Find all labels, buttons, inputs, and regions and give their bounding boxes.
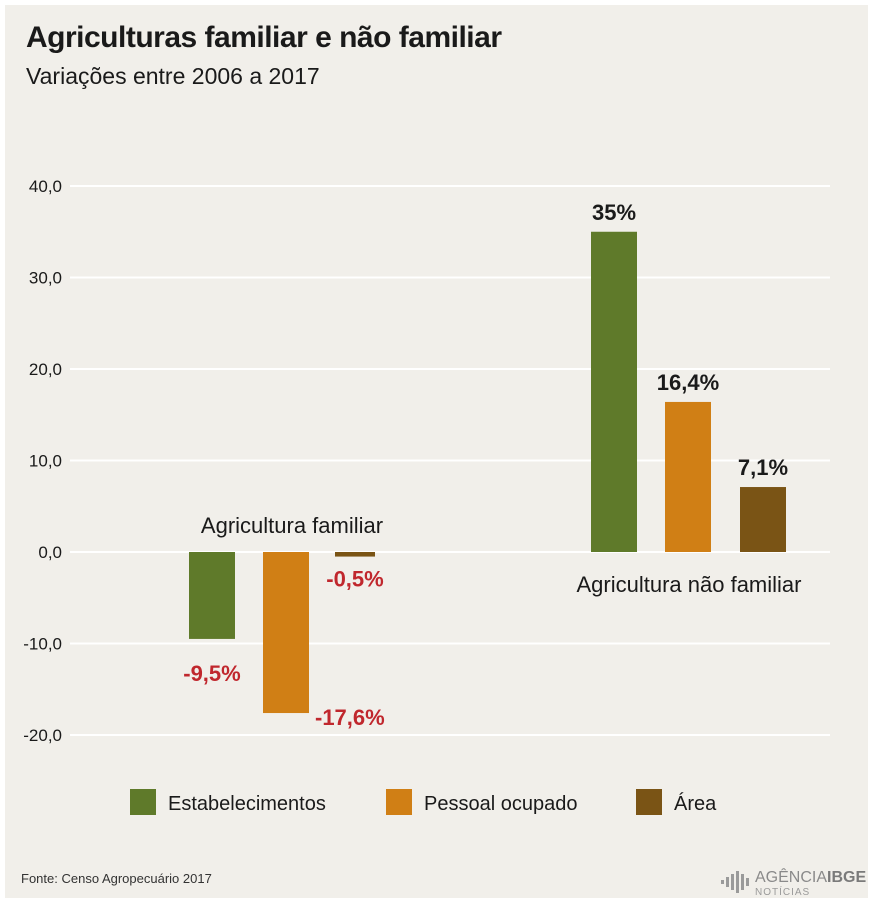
y-tick-label: 0,0: [38, 543, 62, 562]
bar: [263, 552, 309, 714]
chart-title: Agriculturas familiar e não familiar: [26, 21, 502, 54]
bar: [189, 552, 235, 639]
legend: Estabelecimentos Pessoal ocupado Área: [130, 789, 717, 815]
legend-swatch: [130, 789, 156, 815]
source-note: Fonte: Censo Agropecuário 2017: [21, 871, 212, 886]
ibge-bars-icon: [721, 871, 749, 893]
agencia-ibge-logo: AGÊNCIAIBGE NOTÍCIAS: [721, 867, 871, 901]
y-tick-label: 40,0: [29, 177, 62, 196]
data-label: -17,6%: [315, 705, 385, 730]
grid-lines: [70, 185, 830, 736]
bar: [665, 401, 711, 552]
data-label: 16,4%: [657, 370, 719, 395]
legend-swatch: [386, 789, 412, 815]
chart-panel: Agriculturas familiar e não familiar Var…: [5, 5, 868, 898]
data-label: -9,5%: [183, 661, 240, 686]
bars: [189, 231, 786, 714]
y-tick-label: -20,0: [23, 726, 62, 745]
bar: [740, 487, 786, 552]
y-tick-label: 10,0: [29, 452, 62, 471]
category-label: Agricultura não familiar: [577, 572, 802, 597]
y-tick-label: 20,0: [29, 360, 62, 379]
legend-label: Pessoal ocupado: [424, 793, 577, 815]
data-label: 7,1%: [738, 455, 788, 480]
legend-label: Área: [674, 792, 717, 815]
data-labels: -9,5% 35% -17,6% 16,4% -0,5% 7,1%: [183, 200, 788, 730]
chart-subtitle: Variações entre 2006 a 2017: [26, 63, 320, 89]
bar: [591, 231, 637, 552]
data-label: -0,5%: [326, 567, 383, 592]
bar: [335, 552, 375, 557]
logo-name-part2: IBGE: [827, 869, 867, 886]
logo-name-part1: AGÊNCIA: [755, 869, 828, 886]
legend-swatch: [636, 789, 662, 815]
data-label: 35%: [592, 200, 636, 225]
y-tick-label: -10,0: [23, 635, 62, 654]
y-axis-ticks: -20,0 -10,0 0,0 10,0 20,0 30,0 40,0: [23, 177, 62, 745]
logo-subtitle: NOTÍCIAS: [755, 887, 811, 898]
legend-label: Estabelecimentos: [168, 793, 326, 815]
logo-name: AGÊNCIAIBGE: [755, 869, 866, 887]
y-tick-label: 30,0: [29, 269, 62, 288]
category-label: Agricultura familiar: [201, 513, 383, 538]
category-labels: Agricultura familiar Agricultura não fami…: [201, 513, 802, 597]
